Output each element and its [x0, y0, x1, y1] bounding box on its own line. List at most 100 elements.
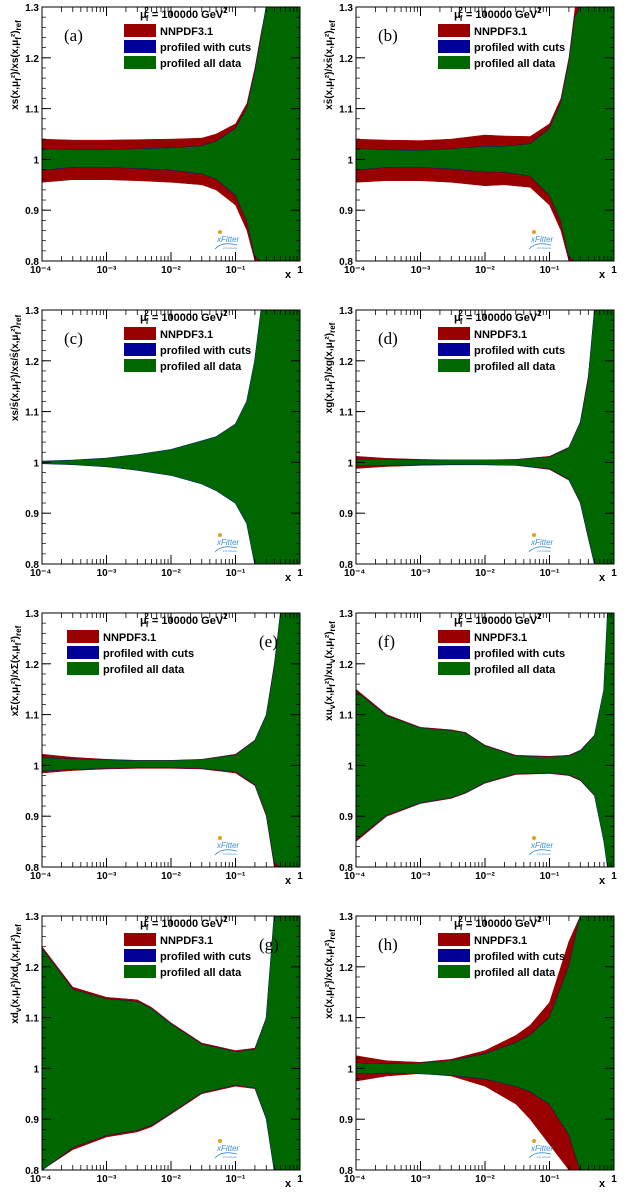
xfitter-logo: xFitter 2.0.0-beta — [215, 533, 240, 553]
xfitter-logo: xFitter 2.0.0-beta — [215, 230, 240, 250]
legend-label: NNPDF3.1 — [474, 26, 527, 38]
y-axis-label: xs(x,μf²)/xs(x,μf²)ref — [10, 20, 23, 110]
y-tick-label: 1.1 — [339, 105, 353, 116]
legend-label: profiled with cuts — [474, 42, 565, 54]
legend-swatch — [438, 646, 470, 659]
scale-label: μf2 = 100000 GeV2 — [454, 612, 542, 629]
legend-label: NNPDF3.1 — [160, 935, 213, 947]
xfitter-logo: xFitter 2.0.0-beta — [215, 836, 240, 856]
x-tick-label: 10⁻³ — [411, 871, 431, 882]
legend-swatch — [67, 630, 99, 643]
logo-text: xFitter — [530, 235, 554, 244]
x-tick-label: 10⁻¹ — [226, 568, 246, 579]
x-axis-label: x — [599, 875, 606, 887]
y-tick-label: 1 — [33, 1064, 39, 1075]
x-tick-label: 10⁻¹ — [540, 1174, 560, 1185]
x-tick-label: 10⁻³ — [97, 568, 117, 579]
y-tick-label: 1.2 — [339, 963, 353, 974]
logo-text: xFitter — [530, 538, 554, 547]
legend-swatch — [124, 24, 156, 37]
y-tick-label: 0.9 — [339, 812, 353, 823]
y-axis-label: xs/s̄(x,μf²)/xs/s̄(x,μf²)ref — [9, 315, 23, 422]
scale-label: μf2 = 100000 GeV2 — [140, 915, 228, 932]
x-tick-label: 1 — [297, 871, 303, 882]
panel-letter: (e) — [259, 632, 278, 651]
legend-swatch — [124, 359, 156, 372]
x-axis-label: x — [599, 269, 606, 281]
y-tick-label: 0.8 — [339, 257, 353, 268]
chart-panel-f: 10⁻⁴ 10⁻³ 10⁻² 10⁻¹ 1x0.80.911.11.21.3xuv(x,… — [324, 609, 617, 887]
legend-swatch — [438, 343, 470, 356]
y-tick-label: 0.9 — [25, 1115, 39, 1126]
y-tick-label: 1.3 — [339, 306, 353, 317]
y-tick-label: 1.2 — [25, 54, 39, 65]
legend-swatch — [438, 40, 470, 53]
legend-swatch — [67, 662, 99, 675]
x-tick-label: 10⁻³ — [411, 265, 431, 276]
legend-swatch — [124, 327, 156, 340]
scale-label: μf2 = 100000 GeV2 — [454, 309, 542, 326]
legend-label: profiled with cuts — [160, 345, 251, 357]
y-tick-label: 1.1 — [339, 408, 353, 419]
y-tick-label: 0.8 — [25, 257, 39, 268]
y-tick-label: 1.1 — [25, 711, 39, 722]
logo-text: xFitter — [530, 1144, 554, 1153]
legend-label: profiled with cuts — [474, 648, 565, 660]
x-axis-label: x — [285, 572, 292, 584]
legend-label: profiled all data — [160, 361, 242, 373]
legend-swatch — [438, 662, 470, 675]
logo-version: 2.0.0-beta — [223, 246, 237, 250]
legend-swatch — [67, 646, 99, 659]
scale-label: μf2 = 100000 GeV2 — [140, 6, 228, 23]
y-tick-label: 1.2 — [25, 660, 39, 671]
x-axis-label: x — [285, 1178, 292, 1190]
y-tick-label: 0.9 — [25, 206, 39, 217]
legend-swatch — [124, 56, 156, 69]
logo-text: xFitter — [530, 841, 554, 850]
y-tick-label: 1.2 — [339, 660, 353, 671]
y-tick-label: 0.8 — [339, 1166, 353, 1177]
x-axis-label: x — [285, 875, 292, 887]
xfitter-logo: xFitter 2.0.0-beta — [529, 836, 554, 856]
legend-label: NNPDF3.1 — [474, 632, 527, 644]
x-tick-label: 10⁻¹ — [540, 568, 560, 579]
panel-letter: (d) — [378, 329, 398, 348]
logo-spark — [218, 836, 222, 840]
y-tick-label: 1 — [347, 458, 353, 469]
x-tick-label: 10⁻² — [475, 568, 495, 579]
logo-version: 2.0.0-beta — [537, 549, 551, 553]
scale-label: μf2 = 100000 GeV2 — [454, 915, 542, 932]
y-tick-label: 1 — [347, 1064, 353, 1075]
logo-text: xFitter — [216, 841, 240, 850]
y-axis-label: xs̄(x,μf²)/xs̄(x,μf²)ref — [323, 20, 337, 110]
x-tick-label: 10⁻³ — [97, 1174, 117, 1185]
y-axis-label: xc(x,μf²)/xc(x,μf²)ref — [324, 929, 337, 1019]
scale-label: μf2 = 100000 GeV2 — [140, 309, 228, 326]
legend-swatch — [124, 40, 156, 53]
legend-swatch — [438, 933, 470, 946]
y-axis-label: xΣ(x,μf²)/xΣ(x,μf²)ref — [10, 625, 23, 716]
y-tick-label: 1 — [33, 761, 39, 772]
logo-version: 2.0.0-beta — [537, 852, 551, 856]
x-axis-label: x — [599, 1178, 606, 1190]
x-tick-label: 10⁻² — [475, 1174, 495, 1185]
x-tick-label: 10⁻¹ — [540, 871, 560, 882]
y-tick-label: 0.8 — [339, 560, 353, 571]
legend-label: NNPDF3.1 — [474, 329, 527, 341]
legend-label: profiled all data — [474, 361, 556, 373]
logo-version: 2.0.0-beta — [537, 246, 551, 250]
logo-text: xFitter — [216, 1144, 240, 1153]
y-tick-label: 0.9 — [25, 812, 39, 823]
y-tick-label: 1.3 — [339, 3, 353, 14]
legend-swatch — [438, 24, 470, 37]
legend-swatch — [438, 327, 470, 340]
legend-label: profiled all data — [160, 58, 242, 70]
y-tick-label: 1.3 — [339, 609, 353, 620]
logo-spark — [218, 1139, 222, 1143]
y-tick-label: 1.3 — [339, 912, 353, 923]
logo-spark — [532, 836, 536, 840]
legend-swatch — [124, 965, 156, 978]
x-tick-label: 10⁻² — [475, 265, 495, 276]
y-tick-label: 1.1 — [339, 711, 353, 722]
chart-panel-b: 10⁻⁴10⁻³10⁻²10⁻¹1x0.80.911.11.21.3xs̄(x,… — [323, 3, 617, 281]
